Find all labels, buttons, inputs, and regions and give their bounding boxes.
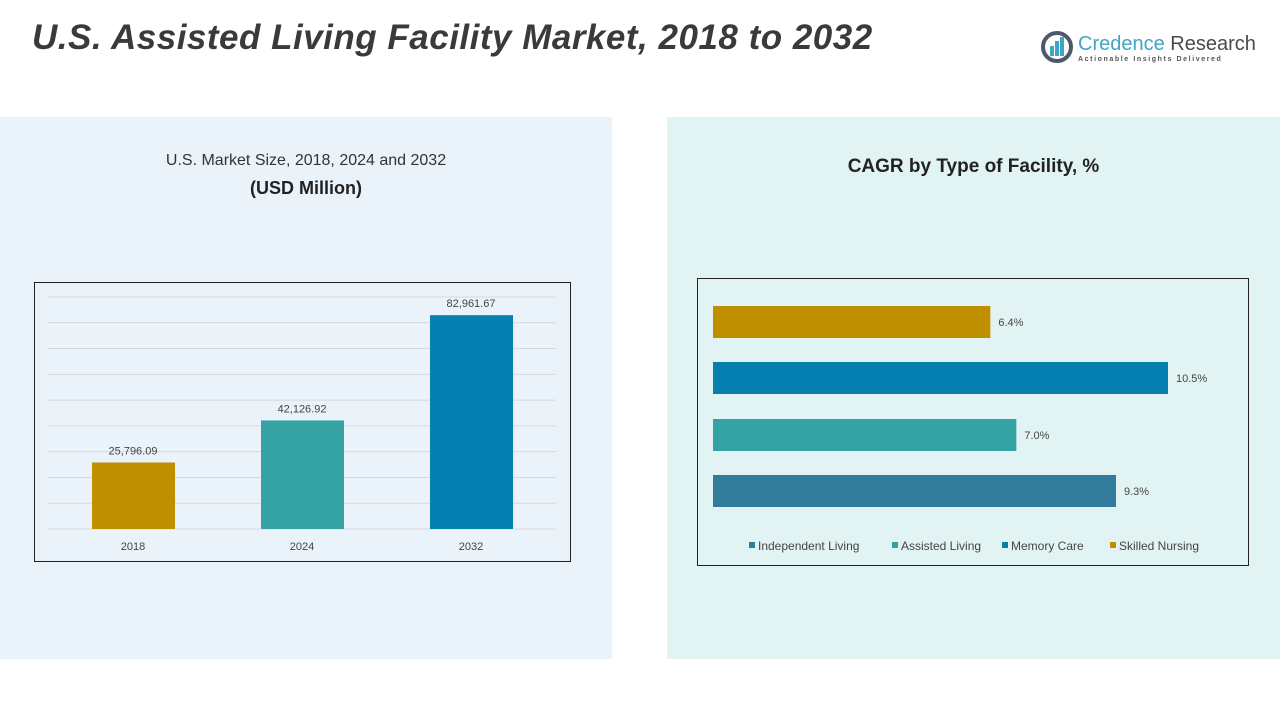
left-chart-title: U.S. Market Size, 2018, 2024 and 2032 [165, 152, 447, 169]
bar-independent-living [713, 475, 1116, 507]
logo-icon [1041, 31, 1073, 63]
cagr-chart-frame [697, 278, 1249, 566]
bar-assisted-living [713, 419, 1017, 451]
logo-tagline: Actionable Insights Delivered [1078, 56, 1223, 63]
right-chart-title: CAGR by Type of Facility, % [847, 156, 1100, 177]
logo: Credence Research Actionable Insights De… [1040, 30, 1260, 70]
data-label: 6.4% [998, 317, 1023, 329]
legend-label: Assisted Living [901, 539, 981, 553]
data-label: 9.3% [1124, 486, 1149, 498]
data-label: 42,126.92 [278, 403, 327, 415]
legend-swatch [1110, 542, 1116, 548]
bar-2032 [430, 315, 513, 529]
bar-2018 [92, 462, 175, 529]
x-tick-label: 2018 [121, 541, 145, 553]
bar-2024 [261, 420, 344, 529]
page-title: U.S. Assisted Living Facility Market, 20… [32, 18, 873, 57]
legend-swatch [1002, 542, 1008, 548]
x-tick-label: 2024 [290, 541, 314, 553]
legend-label: Independent Living [758, 539, 859, 553]
legend-swatch [749, 542, 755, 548]
market-size-chart-frame [34, 282, 571, 562]
logo-name-part2: Research [1170, 33, 1256, 55]
data-label: 10.5% [1176, 373, 1207, 385]
bar-skilled-nursing [713, 306, 991, 338]
left-chart-subtitle: (USD Million) [250, 178, 362, 198]
bar-memory-care [713, 362, 1168, 394]
logo-name-part1: Credence [1078, 33, 1165, 55]
data-label: 25,796.09 [109, 446, 158, 458]
data-label: 82,961.67 [447, 298, 496, 310]
data-label: 7.0% [1024, 430, 1049, 442]
legend-label: Memory Care [1011, 539, 1084, 553]
logo-name: Credence Research [1078, 33, 1256, 56]
legend-swatch [892, 542, 898, 548]
legend-label: Skilled Nursing [1119, 539, 1199, 553]
x-tick-label: 2032 [459, 541, 483, 553]
